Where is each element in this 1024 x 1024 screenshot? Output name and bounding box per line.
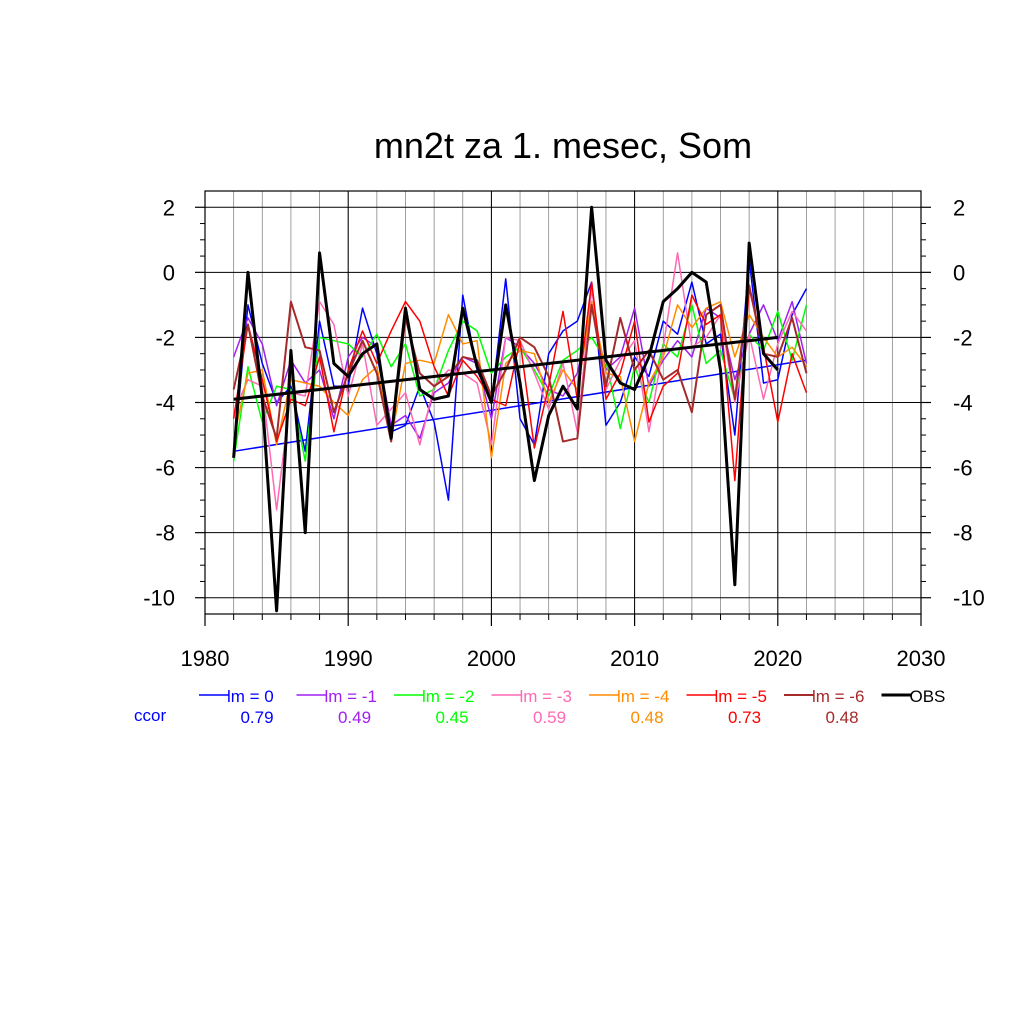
y-tick-label: 0 bbox=[163, 260, 175, 285]
y-tick-label: -10 bbox=[953, 586, 985, 611]
axes: 2 2 0 0 -2 -2 -4 -4 -6 -6 -8 -8 -10 -10 1980 1990 2000 20… bbox=[143, 190, 985, 671]
legend: lm = 0 lm = -1 lm = -2 lm = -3 lm = -4 lm = -… bbox=[199, 687, 945, 706]
series-line bbox=[232, 304, 808, 462]
correlation-label: ccor bbox=[134, 706, 167, 725]
y-tick-label: -2 bbox=[953, 325, 973, 350]
correlation-value: 0.48 bbox=[825, 708, 859, 727]
y-tick-label: -8 bbox=[155, 521, 175, 546]
correlation-value: 0.45 bbox=[435, 708, 469, 727]
y-tick-label: 2 bbox=[953, 195, 965, 220]
legend-label: lm = -6 bbox=[812, 687, 864, 706]
y-tick-label: -2 bbox=[155, 325, 175, 350]
correlation-value: 0.48 bbox=[630, 708, 664, 727]
y-tick-label: -10 bbox=[143, 586, 175, 611]
y-tick-label: -4 bbox=[155, 391, 175, 416]
legend-label: lm = -1 bbox=[325, 687, 377, 706]
correlation-value: 0.73 bbox=[727, 708, 762, 727]
chart-title: mn2t za 1. mesec, Som bbox=[374, 125, 752, 166]
legend-label: lm = 0 bbox=[227, 687, 274, 706]
series-layer bbox=[232, 205, 808, 613]
y-tick-label: -6 bbox=[953, 456, 973, 481]
x-tick-label: 1990 bbox=[324, 646, 373, 671]
x-tick-label: 1980 bbox=[181, 646, 230, 671]
y-tick-label: 0 bbox=[953, 260, 965, 285]
trend-line bbox=[233, 335, 778, 401]
series-line bbox=[232, 205, 779, 613]
legend-label: OBS bbox=[910, 687, 946, 706]
x-tick-label: 2000 bbox=[467, 646, 516, 671]
x-tick-label: 2030 bbox=[897, 646, 946, 671]
y-tick-label: -6 bbox=[155, 456, 175, 481]
y-tick-label: 2 bbox=[163, 195, 175, 220]
series-line bbox=[232, 281, 808, 482]
legend-label: lm = -2 bbox=[422, 687, 474, 706]
y-tick-label: -8 bbox=[953, 521, 973, 546]
trend-line bbox=[233, 359, 807, 453]
legend-label: lm = -4 bbox=[617, 687, 669, 706]
x-tick-label: 2010 bbox=[610, 646, 659, 671]
correlation-value: 0.79 bbox=[240, 708, 274, 727]
correlation-value: 0.49 bbox=[337, 708, 372, 727]
correlation-value: 0.59 bbox=[532, 708, 567, 727]
legend-label: lm = -5 bbox=[715, 687, 767, 706]
legend-label: lm = -3 bbox=[520, 687, 572, 706]
y-tick-label: -4 bbox=[953, 391, 973, 416]
series-line bbox=[232, 258, 808, 501]
x-tick-label: 2020 bbox=[753, 646, 802, 671]
